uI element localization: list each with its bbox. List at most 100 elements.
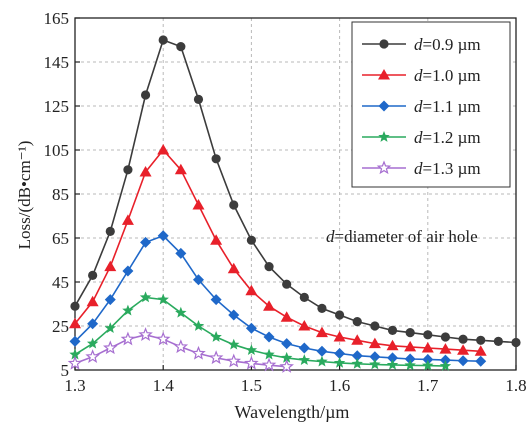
data-point [104,260,117,272]
data-point [261,357,277,372]
data-point [157,144,170,155]
data-point [88,270,98,280]
data-point [351,350,363,362]
series-line [74,234,481,362]
data-point [280,311,293,322]
data-point [67,355,83,370]
data-point [474,345,487,356]
data-point [105,226,115,236]
x-tick-label: 1.5 [241,376,262,395]
data-point [210,331,222,342]
data-point [263,331,275,343]
series-4 [69,291,452,371]
data-point [175,247,187,259]
data-point [245,284,258,296]
legend-item-1: d=0.9 µm [362,35,481,54]
data-point [176,42,186,52]
x-tick-label: 1.8 [505,376,526,395]
data-point [121,214,134,225]
data-point [208,350,224,365]
data-point [457,355,469,367]
data-point [155,331,171,346]
legend-marker [378,131,390,142]
data-point [263,300,276,311]
data-point [404,359,416,371]
data-point [246,235,256,245]
y-tick-label: 85 [52,185,69,204]
data-point [333,331,346,342]
data-point [387,352,399,364]
data-point [281,338,293,350]
data-point [404,340,417,352]
data-point [299,292,309,302]
y-tick-label: 45 [52,273,69,292]
series-2 [69,144,487,356]
y-tick-label: 25 [52,317,69,336]
data-point [103,340,118,355]
data-point [245,322,257,334]
x-tick-label: 1.6 [329,376,350,395]
legend-item-4: d=1.2 µm [362,128,481,147]
data-point [369,351,381,363]
data-point [123,165,133,175]
data-point [69,317,81,329]
data-point [120,331,136,346]
data-point [370,321,380,331]
data-point [264,262,274,272]
annotation-text: d=diameter of air hole [326,227,478,246]
data-point [279,359,294,373]
data-point [69,335,81,347]
data-point [104,294,116,306]
data-point [192,274,204,286]
y-tick-label: 125 [44,97,70,116]
y-tick-label: 105 [44,141,70,160]
data-point [139,291,152,303]
legend-item-3: d=1.1 µm [362,97,481,116]
data-point [157,293,169,305]
data-point [351,357,363,369]
data-point [226,353,242,368]
data-point [280,351,293,363]
data-point [245,344,258,356]
data-point [122,265,134,277]
data-point [317,303,327,313]
series-3 [69,230,487,367]
data-point [386,339,399,351]
y-axis-label: Loss/(dB•cm⁻¹) [15,141,34,250]
series-5 [67,327,294,373]
data-point [211,154,221,164]
legend-marker [378,69,390,80]
data-point [476,335,486,345]
data-point [210,294,222,306]
data-point [140,90,151,100]
data-point [421,342,434,353]
data-point [440,332,451,342]
data-point [387,325,398,335]
data-point [228,338,240,350]
data-point [157,230,169,242]
data-point [298,320,311,331]
data-point [316,345,328,357]
data-point [335,310,345,320]
data-point [122,304,134,316]
data-point [70,301,80,311]
data-point [263,348,275,360]
data-point [404,353,416,365]
x-tick-label: 1.4 [153,376,175,395]
x-tick-label: 1.3 [64,376,85,395]
data-point [210,234,223,245]
series-group [67,35,521,373]
data-point [244,355,259,370]
data-point [229,200,239,210]
data-point [174,163,187,175]
legend-label: d=1.0 µm [414,66,481,85]
legend-item-5: d=1.3 µm [362,159,481,178]
data-point [140,236,152,248]
data-point [86,295,99,307]
data-point [422,359,434,371]
data-point [85,349,100,363]
data-point [69,348,81,360]
data-point [458,334,468,344]
data-point [493,336,503,346]
